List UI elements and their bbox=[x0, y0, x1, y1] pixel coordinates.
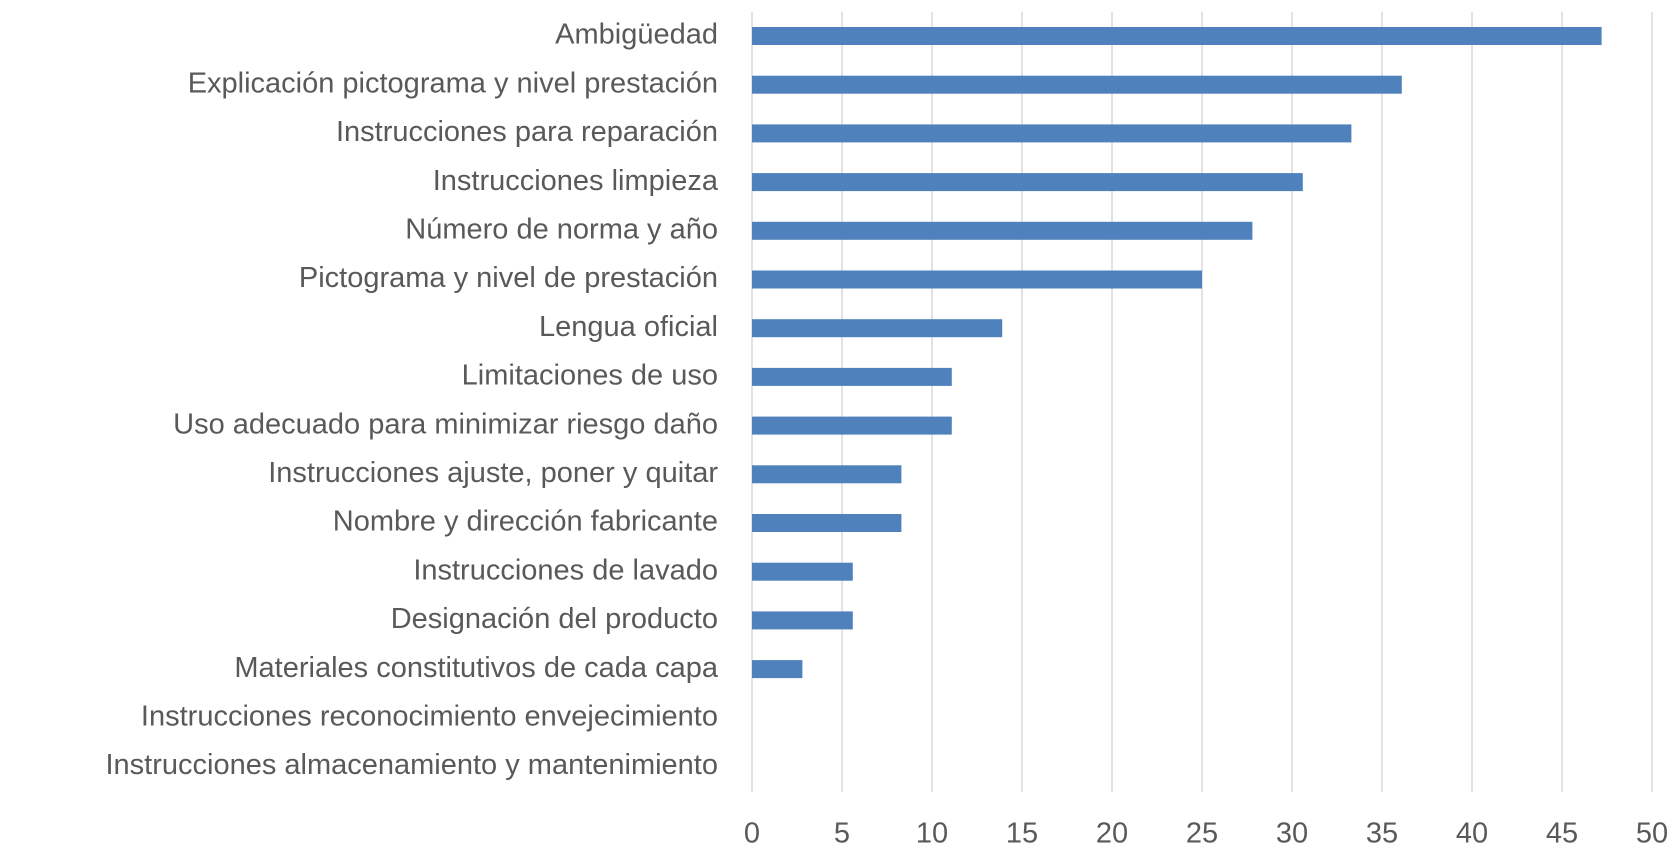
bar bbox=[752, 514, 902, 532]
x-tick-label: 50 bbox=[1636, 818, 1668, 850]
bar bbox=[752, 465, 902, 484]
y-tick-label: Lengua oficial bbox=[539, 311, 718, 343]
x-tick-label: 45 bbox=[1546, 818, 1578, 850]
bar bbox=[752, 319, 1003, 338]
bar bbox=[752, 270, 1202, 289]
y-tick-label: Instrucciones ajuste, poner y quitar bbox=[268, 457, 718, 489]
bar bbox=[752, 221, 1253, 240]
bar bbox=[752, 75, 1402, 94]
x-tick-label: 35 bbox=[1366, 818, 1398, 850]
y-tick-label: Instrucciones limpieza bbox=[433, 165, 719, 197]
bar bbox=[752, 562, 853, 581]
y-tick-label: Nombre y dirección fabricante bbox=[333, 506, 718, 538]
y-tick-label: Instrucciones reconocimiento envejecimie… bbox=[141, 700, 718, 732]
y-tick-label: Instrucciones almacenamiento y mantenimi… bbox=[105, 749, 718, 781]
y-tick-label: Ambigüedad bbox=[555, 19, 718, 51]
bar bbox=[752, 124, 1352, 143]
bar bbox=[752, 173, 1303, 192]
y-tick-label: Explicación pictograma y nivel prestació… bbox=[188, 67, 718, 99]
y-tick-label: Número de norma y año bbox=[405, 213, 718, 245]
y-tick-label: Instrucciones de lavado bbox=[413, 554, 718, 586]
bar bbox=[752, 27, 1602, 45]
y-tick-label: Limitaciones de uso bbox=[462, 360, 718, 392]
bar bbox=[752, 416, 952, 435]
bar bbox=[752, 611, 853, 630]
y-tick-label: Uso adecuado para minimizar riesgo daño bbox=[173, 408, 718, 440]
x-tick-label: 25 bbox=[1186, 818, 1218, 850]
y-tick-label: Designación del producto bbox=[391, 603, 718, 635]
y-tick-label: Pictograma y nivel de prestación bbox=[299, 262, 718, 294]
x-tick-label: 0 bbox=[744, 818, 760, 850]
x-tick-label: 15 bbox=[1006, 818, 1038, 850]
x-tick-label: 30 bbox=[1276, 818, 1308, 850]
y-tick-label: Instrucciones para reparación bbox=[336, 116, 718, 148]
x-tick-label: 20 bbox=[1096, 818, 1128, 850]
x-tick-label: 40 bbox=[1456, 818, 1488, 850]
y-tick-label: Materiales constitutivos de cada capa bbox=[234, 652, 718, 684]
bar bbox=[752, 660, 803, 679]
x-tick-label: 5 bbox=[834, 818, 850, 850]
x-tick-label: 10 bbox=[916, 818, 948, 850]
bar bbox=[752, 367, 952, 386]
